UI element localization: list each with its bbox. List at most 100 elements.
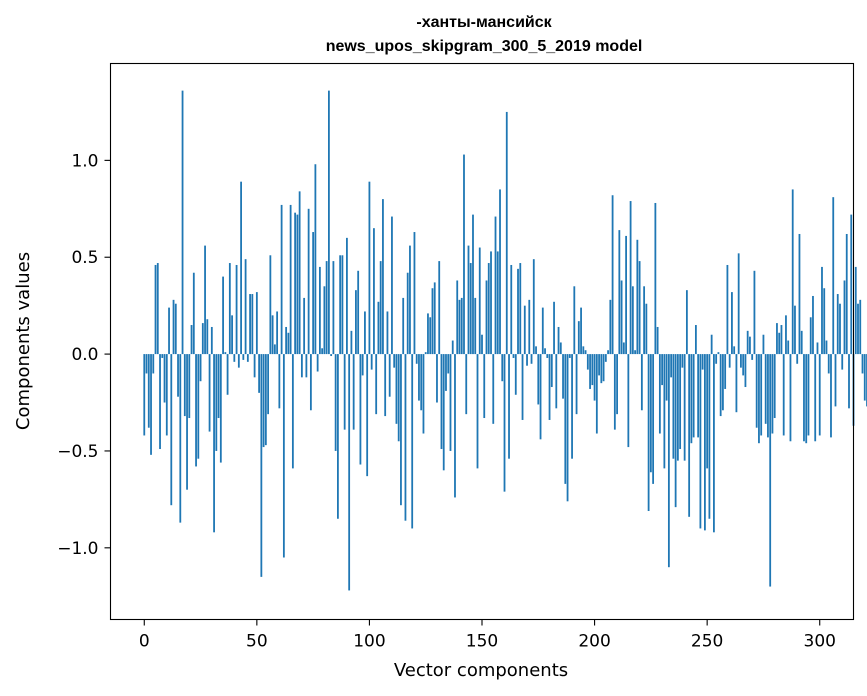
bar-component-195: [582, 346, 585, 355]
bar-component-178: [544, 348, 546, 355]
bar-component-225: [649, 354, 652, 473]
bar-component-103: [375, 354, 378, 415]
x-tick-label: 150: [466, 632, 498, 652]
bar-component-62: [282, 354, 285, 558]
bar-component-224: [647, 354, 650, 512]
bar-component-97: [361, 354, 364, 376]
bar-component-26: [201, 323, 204, 355]
bar-component-115: [402, 297, 405, 355]
bar-component-167: [519, 263, 522, 355]
bar-component-284: [782, 354, 785, 436]
bar-component-19: [186, 354, 188, 490]
bar-component-66: [291, 354, 294, 469]
bar-component-218: [634, 350, 636, 355]
bar-component-296: [809, 317, 812, 355]
bar-component-287: [789, 354, 792, 442]
bar-component-273: [758, 354, 760, 444]
bar-component-145: [469, 263, 472, 355]
bar-component-164: [512, 354, 515, 358]
bar-component-173: [532, 259, 535, 355]
bar-component-133: [442, 354, 445, 471]
bar-component-248: [701, 354, 704, 370]
bar-component-74: [309, 354, 312, 411]
bar-component-294: [805, 354, 808, 444]
bar-component-73: [307, 208, 310, 355]
bar-component-278: [769, 354, 772, 587]
bar-component-113: [397, 354, 400, 442]
bar-component-106: [382, 199, 384, 355]
bar-component-243: [690, 354, 693, 444]
bar-component-257: [722, 354, 724, 411]
bar-component-52: [260, 354, 263, 577]
bar-component-136: [449, 354, 452, 451]
y-tick-label: 1.0: [71, 151, 98, 171]
bar-component-166: [517, 268, 519, 355]
bar-component-100: [368, 181, 371, 355]
bar-component-147: [474, 297, 477, 355]
bar-component-49: [253, 354, 256, 378]
bar-component-258: [724, 354, 727, 389]
bar-component-207: [609, 299, 612, 355]
bar-component-148: [476, 354, 479, 469]
bar-component-193: [577, 321, 580, 355]
bar-component-300: [818, 354, 821, 436]
bar-component-87: [339, 255, 342, 355]
bar-component-8: [161, 354, 164, 358]
bar-component-32: [215, 354, 218, 451]
bar-component-1: [145, 354, 148, 374]
bar-component-69: [298, 191, 301, 355]
bar-component-60: [278, 354, 281, 409]
bar-component-112: [395, 354, 398, 424]
y-axis-label: Components values: [13, 252, 34, 430]
bar-component-68: [296, 214, 299, 355]
bar-component-234: [670, 354, 673, 378]
chart-title-line2: news_upos_skipgram_300_5_2019 model: [326, 38, 643, 55]
bar-component-11: [168, 307, 170, 355]
bar-component-89: [343, 354, 346, 430]
bar-component-212: [620, 280, 623, 355]
bar-component-44: [242, 354, 245, 360]
bar-component-316: [854, 266, 857, 355]
bar-component-119: [411, 354, 414, 529]
bar-component-128: [431, 288, 434, 355]
bar-component-211: [618, 230, 621, 355]
bar-component-88: [341, 255, 344, 355]
bar-component-18: [183, 354, 186, 417]
bar-component-45: [244, 259, 247, 355]
bar-component-80: [323, 286, 326, 355]
bar-component-114: [400, 354, 402, 506]
bar-component-231: [663, 354, 666, 469]
bar-component-21: [190, 325, 193, 355]
bar-component-220: [638, 261, 641, 355]
bar-component-175: [537, 354, 540, 405]
bar-component-196: [584, 350, 587, 355]
x-tick-label: 300: [804, 632, 836, 652]
bar-component-271: [753, 270, 756, 355]
bar-component-244: [692, 354, 695, 438]
bar-component-117: [406, 272, 409, 355]
bar-component-252: [710, 334, 713, 355]
bar-component-43: [240, 181, 242, 355]
bar-component-4: [152, 354, 155, 374]
bar-component-42: [237, 354, 240, 368]
bar-component-216: [629, 201, 632, 355]
bar-component-20: [188, 354, 191, 419]
bar-component-226: [652, 354, 655, 484]
bar-component-180: [548, 354, 551, 420]
bar-component-267: [744, 354, 747, 388]
bar-component-320: [863, 354, 866, 401]
bar-component-214: [625, 235, 627, 355]
bar-component-172: [530, 354, 533, 364]
bar-component-170: [526, 354, 528, 366]
bar-component-50: [255, 292, 258, 355]
bar-component-135: [447, 354, 450, 374]
bar-component-255: [717, 352, 720, 355]
bar-component-241: [685, 290, 688, 355]
bar-component-199: [591, 354, 594, 386]
bar-component-38: [228, 263, 231, 355]
bar-component-137: [451, 340, 454, 355]
bar-component-262: [733, 346, 736, 355]
bar-component-290: [796, 354, 799, 364]
bar-component-301: [821, 266, 823, 355]
bar-component-256: [719, 354, 722, 417]
